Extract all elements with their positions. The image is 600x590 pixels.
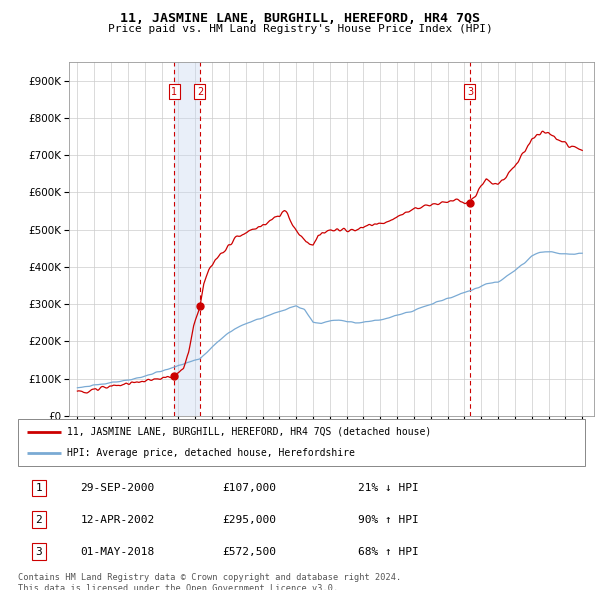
Text: 68% ↑ HPI: 68% ↑ HPI [358,546,419,556]
Text: 1: 1 [35,483,43,493]
Text: 3: 3 [35,546,43,556]
Text: 12-APR-2002: 12-APR-2002 [80,515,155,525]
FancyBboxPatch shape [18,419,585,466]
Text: 2: 2 [35,515,43,525]
Text: £107,000: £107,000 [222,483,276,493]
Text: 90% ↑ HPI: 90% ↑ HPI [358,515,419,525]
Text: 1: 1 [171,87,177,97]
Text: 11, JASMINE LANE, BURGHILL, HEREFORD, HR4 7QS: 11, JASMINE LANE, BURGHILL, HEREFORD, HR… [120,12,480,25]
Text: 01-MAY-2018: 01-MAY-2018 [80,546,155,556]
Text: 29-SEP-2000: 29-SEP-2000 [80,483,155,493]
Text: Price paid vs. HM Land Registry's House Price Index (HPI): Price paid vs. HM Land Registry's House … [107,24,493,34]
Text: £572,500: £572,500 [222,546,276,556]
Text: £295,000: £295,000 [222,515,276,525]
Text: 11, JASMINE LANE, BURGHILL, HEREFORD, HR4 7QS (detached house): 11, JASMINE LANE, BURGHILL, HEREFORD, HR… [67,427,431,437]
Text: 21% ↓ HPI: 21% ↓ HPI [358,483,419,493]
Text: 2: 2 [197,87,203,97]
Text: 3: 3 [467,87,473,97]
Bar [174,62,200,416]
Text: Contains HM Land Registry data © Crown copyright and database right 2024.
This d: Contains HM Land Registry data © Crown c… [18,573,401,590]
Text: HPI: Average price, detached house, Herefordshire: HPI: Average price, detached house, Here… [67,448,355,458]
